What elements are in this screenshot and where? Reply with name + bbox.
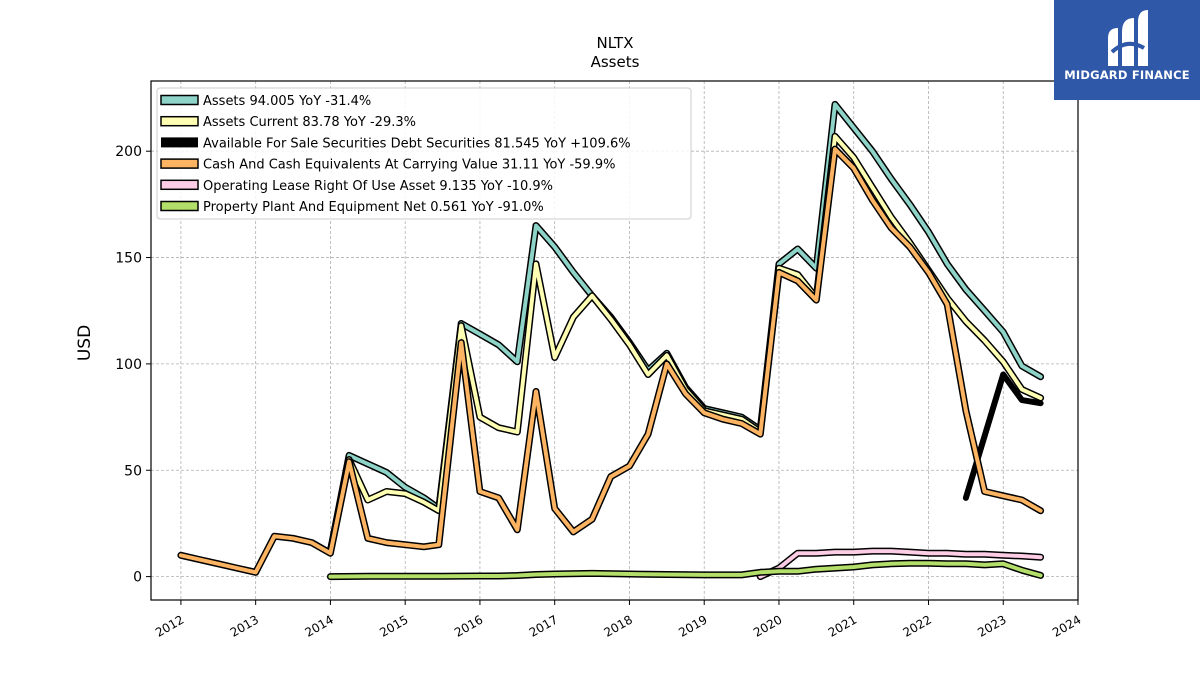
plot-frame (150, 80, 1079, 601)
x-tick-label: 2012 (153, 612, 186, 639)
y-tick-label: 0 (133, 570, 142, 586)
legend-swatch (160, 200, 199, 212)
x-tick-label: 2016 (452, 612, 485, 639)
x-tick-label: 2015 (377, 612, 410, 639)
x-tick-label: 2022 (901, 612, 934, 639)
x-tick-label: 2017 (527, 612, 560, 639)
y-tick-label: 100 (115, 357, 142, 373)
x-tick-label: 2014 (302, 612, 335, 639)
y-ticks: 0 50 100 150 200 (115, 144, 151, 586)
legend-swatch (160, 94, 199, 106)
y-axis-label: USD (75, 325, 95, 361)
x-tick-label: 2023 (975, 612, 1008, 639)
series-line (328, 561, 1043, 579)
brand-logo: MIDGARD FINANCE (1054, 0, 1200, 100)
x-tick-label: 2019 (676, 612, 709, 639)
chart-subtitle: Assets (591, 53, 640, 71)
legend-label: Assets Current 83.78 YoY -29.3% (203, 115, 416, 130)
legend-label: Cash And Cash Equivalents At Carrying Va… (203, 158, 615, 173)
legend-swatch (161, 137, 198, 148)
legend-label: Property Plant And Equipment Net 0.561 Y… (203, 200, 544, 215)
series-line (758, 549, 1043, 579)
series-line (962, 371, 1044, 501)
y-tick-label: 50 (124, 463, 142, 479)
y-tick-label: 200 (115, 144, 142, 160)
x-ticks: 2012 2013 2014 2015 2016 2017 2018 2019 2020 2021… (153, 600, 1084, 640)
legend: Assets 94.005 YoY -31.4% Assets Current 8… (156, 87, 692, 220)
y-tick-label: 150 (115, 251, 142, 267)
legend-label: Available For Sale Securities Debt Secur… (203, 136, 631, 151)
x-tick-label: 2018 (601, 612, 634, 639)
x-tick-label: 2021 (826, 612, 859, 639)
legend-swatch (160, 115, 199, 127)
legend-box (156, 87, 692, 220)
series-line (178, 147, 1043, 575)
x-tick-label: 2024 (1050, 612, 1083, 639)
legend-label: Assets 94.005 YoY -31.4% (203, 94, 371, 109)
chart-title: NLTX (597, 34, 634, 52)
logo-text: MIDGARD FINANCE (1064, 68, 1190, 82)
legend-swatch (160, 158, 199, 169)
x-tick-label: 2020 (751, 612, 784, 639)
logo-mark-icon (1108, 10, 1148, 66)
legend-label: Operating Lease Right Of Use Asset 9.135… (203, 179, 553, 194)
legend-swatch (160, 179, 199, 191)
x-tick-label: 2013 (228, 612, 261, 639)
series-layer (177, 100, 1045, 581)
